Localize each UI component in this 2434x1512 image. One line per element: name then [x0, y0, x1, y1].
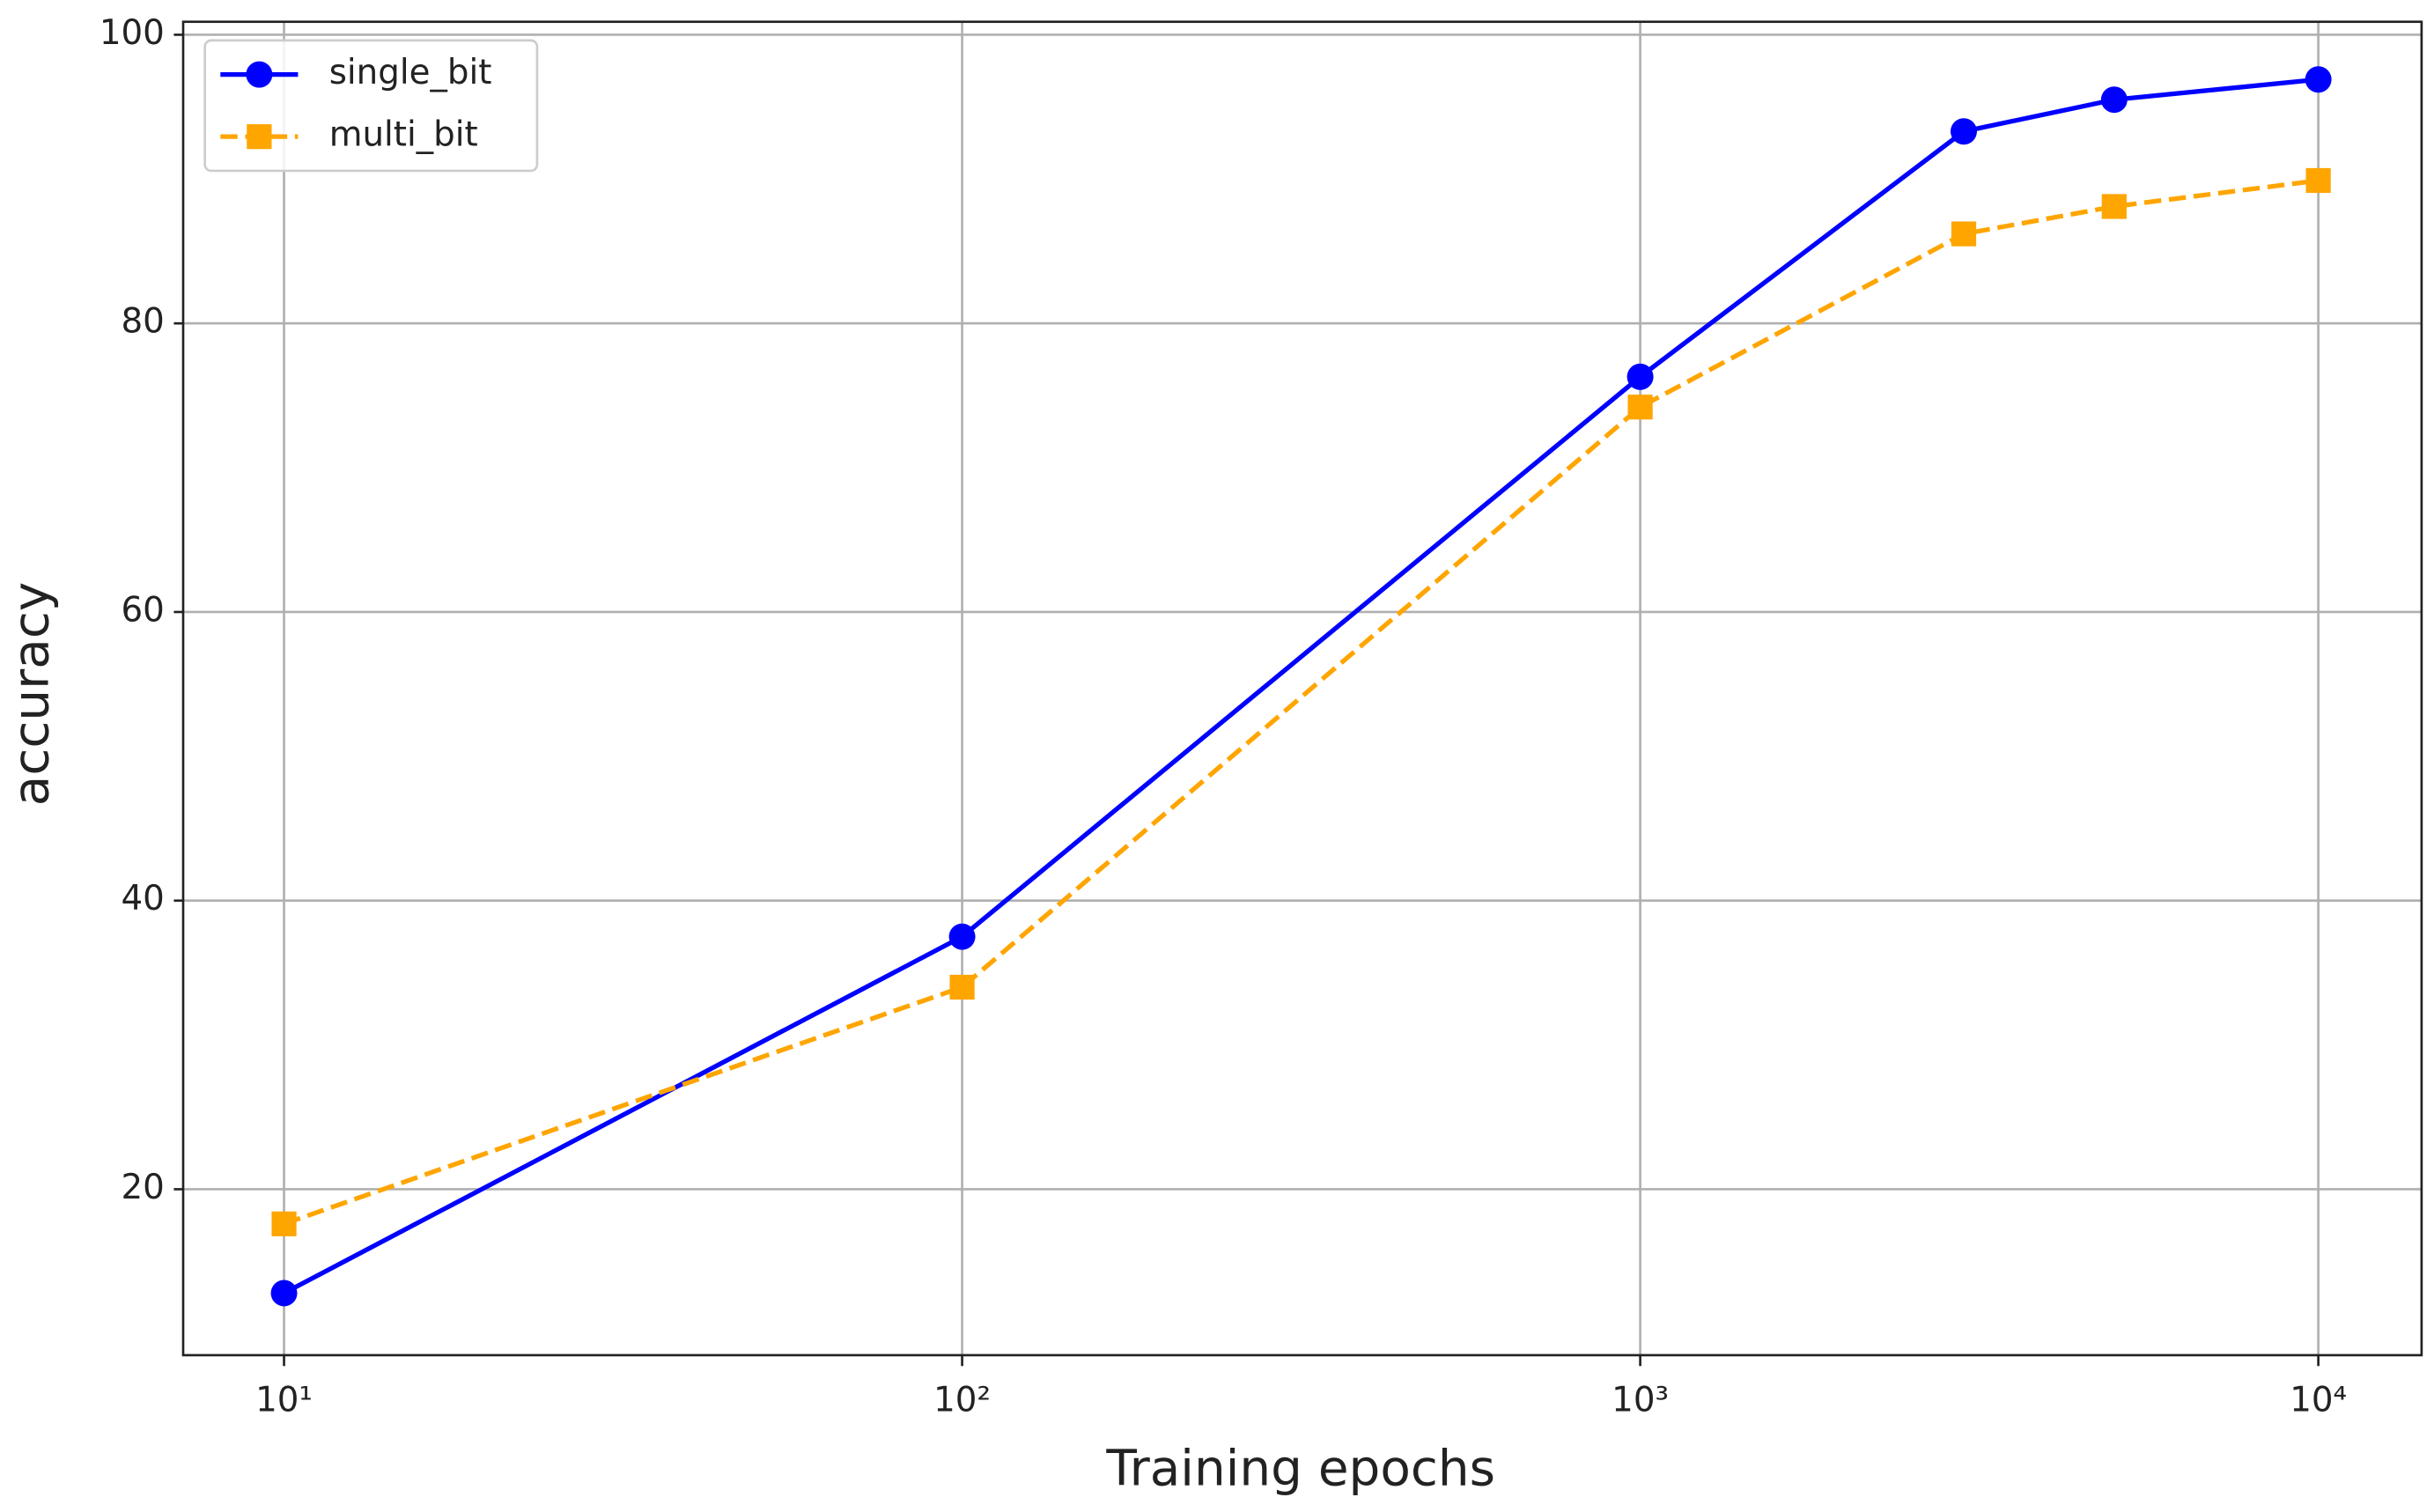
series-line	[283, 178, 2319, 1227]
marker	[949, 974, 975, 1000]
x-tick-label: 10³	[1612, 1380, 1669, 1420]
series-line	[283, 77, 2319, 1295]
y-tick-label: 100	[100, 13, 165, 53]
x-tick-label: 10¹	[255, 1380, 313, 1420]
y-tick-label: 40	[122, 879, 165, 918]
x-tick-label: 10²	[933, 1380, 991, 1420]
y-tick-label: 60	[122, 590, 165, 630]
marker	[1626, 363, 1654, 390]
marker	[1951, 118, 1977, 145]
marker	[271, 1211, 297, 1236]
y-tick-label: 20	[122, 1168, 165, 1207]
legend-marker	[247, 124, 272, 150]
legend-label: multi_bit	[329, 115, 478, 155]
marker	[1951, 221, 1977, 247]
marker	[2305, 66, 2332, 93]
marker	[1627, 395, 1653, 420]
marker	[948, 923, 976, 950]
marker	[2101, 194, 2127, 219]
legend-marker	[246, 61, 273, 88]
legend-label: single_bit	[329, 53, 492, 92]
x-tick-label: 10⁴	[2290, 1380, 2347, 1420]
marker	[2100, 86, 2128, 114]
x-axis-label: Training epochs	[1105, 1441, 1495, 1498]
plot-frame	[181, 20, 2423, 1357]
marker	[2305, 167, 2331, 194]
y-axis-label: accuracy	[3, 582, 60, 806]
marker	[270, 1280, 298, 1307]
y-tick-label: 80	[122, 302, 165, 342]
